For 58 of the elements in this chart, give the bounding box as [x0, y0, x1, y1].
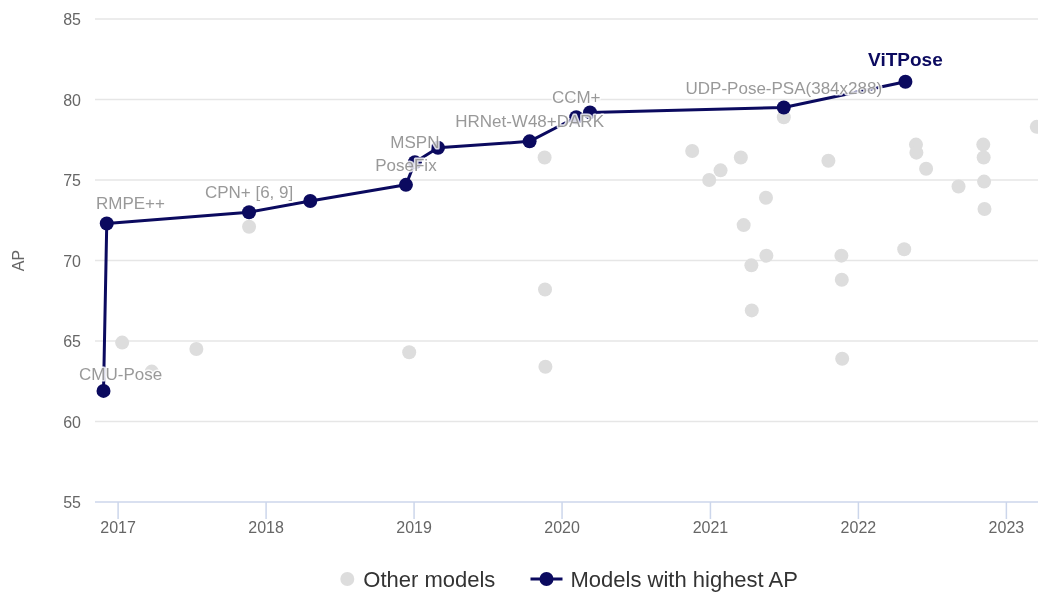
x-tick-label: 2023 — [988, 519, 1025, 536]
annotation: CCM+ — [551, 88, 601, 108]
y-tick-label: 75 — [63, 172, 82, 189]
y-tick-label: 55 — [63, 494, 82, 511]
point — [189, 342, 204, 357]
point — [744, 258, 759, 273]
x-tick-label: 2022 — [840, 519, 877, 536]
annotation: UDP-Pose-PSA(384x288) — [685, 78, 883, 98]
point — [702, 173, 717, 187]
point — [115, 335, 130, 350]
point — [733, 150, 748, 165]
point — [834, 272, 849, 287]
point — [834, 248, 849, 263]
x-tick-label: 2018 — [248, 519, 284, 536]
y-tick-label: 70 — [63, 252, 82, 270]
point — [303, 193, 318, 208]
y-axis-title: AP — [10, 249, 27, 272]
annotation: ViTPose — [868, 48, 943, 70]
point — [951, 179, 966, 194]
point — [685, 144, 700, 159]
point — [758, 190, 773, 205]
annotation: MSPN — [390, 133, 440, 153]
point — [976, 137, 991, 152]
x-tick-label: 2021 — [692, 519, 729, 536]
point — [897, 242, 912, 257]
y-tick-label: 60 — [63, 413, 82, 431]
point — [759, 248, 774, 263]
point — [898, 74, 913, 89]
x-tick-label: 2017 — [100, 519, 137, 536]
legend-label: Models with highest AP — [570, 567, 798, 592]
x-tick-label: 2020 — [544, 519, 580, 536]
point — [821, 153, 836, 168]
point — [538, 282, 553, 297]
point — [713, 163, 728, 178]
point — [522, 134, 537, 149]
point — [835, 351, 850, 366]
point — [242, 219, 257, 234]
point — [96, 383, 111, 398]
point — [242, 205, 257, 220]
point — [919, 161, 934, 176]
point — [776, 100, 791, 115]
point — [402, 345, 417, 360]
annotation: CPN+ [6, 9] — [204, 183, 294, 203]
point — [736, 218, 751, 233]
x-tick-label: 2019 — [396, 519, 432, 536]
y-tick-label: 85 — [63, 11, 82, 28]
point — [537, 150, 552, 165]
point — [398, 177, 413, 192]
y-tick-label: 65 — [63, 333, 82, 350]
point — [99, 216, 114, 231]
point — [744, 303, 759, 318]
point — [977, 201, 992, 216]
legend-label: Other models — [363, 567, 496, 592]
point — [977, 174, 992, 189]
y-tick-label: 80 — [63, 91, 82, 109]
point — [976, 150, 991, 165]
annotation: RMPE++ — [96, 194, 166, 214]
point — [538, 359, 553, 374]
